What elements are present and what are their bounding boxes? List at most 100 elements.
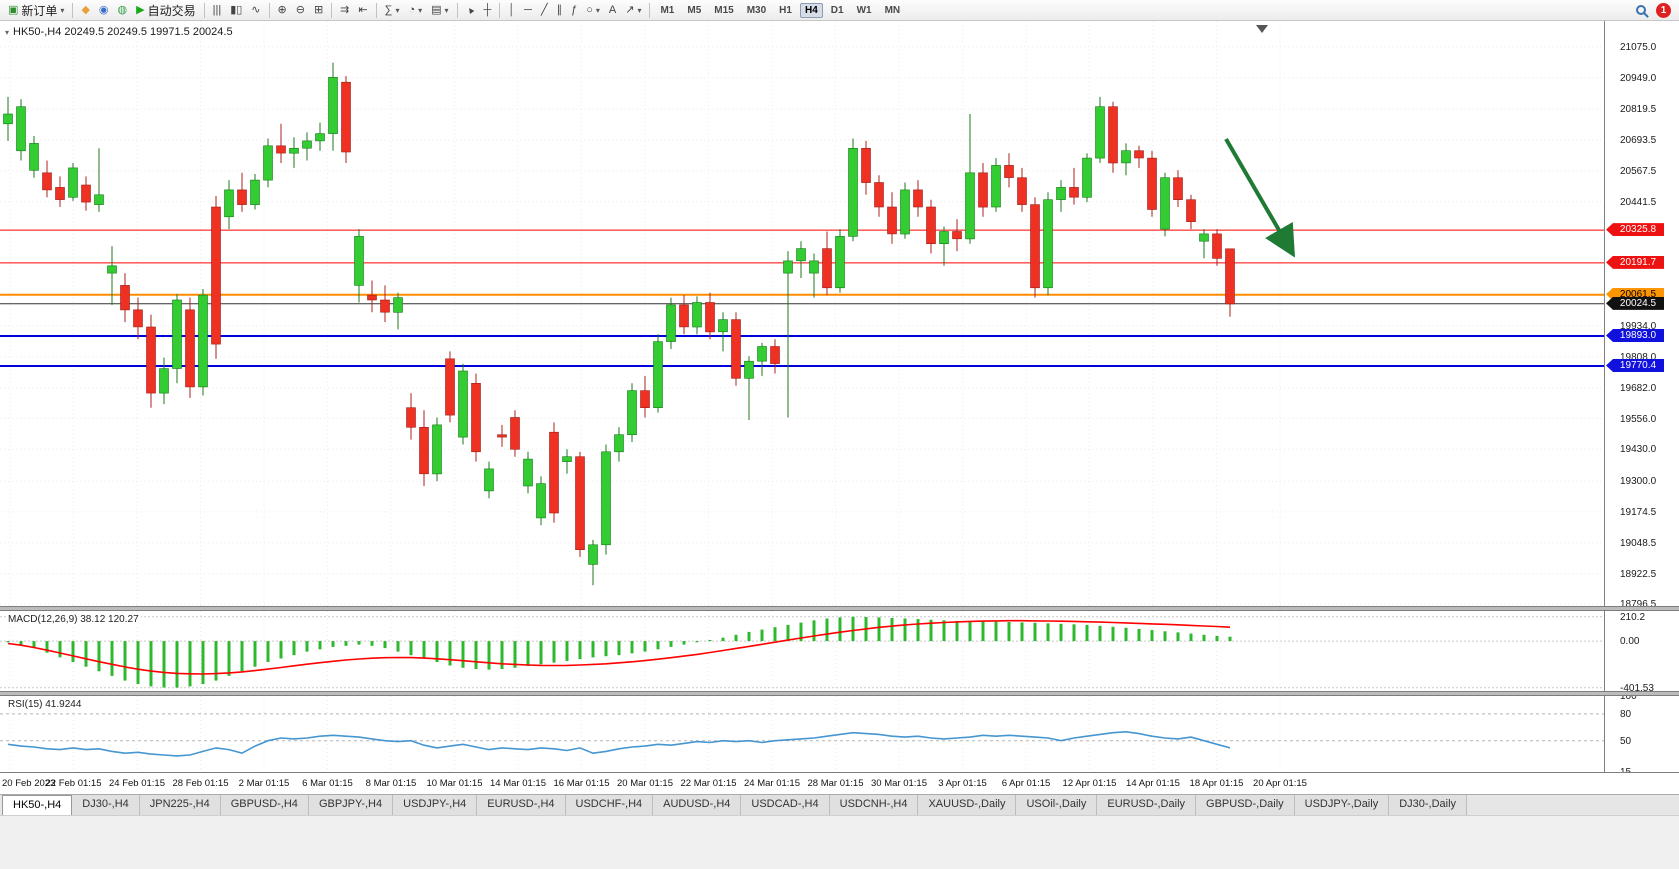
chart-tab[interactable]: EURUSD-,Daily (1097, 795, 1197, 815)
community-icon[interactable]: ◉ (95, 1, 113, 19)
periods-icon[interactable]: ◔ ▾ (404, 1, 426, 19)
chart-tab[interactable]: JPN225-,H4 (139, 795, 221, 815)
chart-tab[interactable]: USDCAD-,H4 (741, 795, 830, 815)
panel-splitter[interactable] (0, 691, 1679, 696)
templates-icon[interactable]: ▤ ▾ (427, 1, 452, 19)
chart-tab[interactable]: GBPUSD-,Daily (1196, 795, 1295, 815)
price-tick-label: 20441.5 (1620, 196, 1657, 208)
chart-tab[interactable]: USDJPY-,Daily (1294, 795, 1390, 815)
price-axis[interactable]: 21075.0 20949.0 20819.5 20693.5 20567.5 20441… (1604, 21, 1679, 778)
oneclick-trading-arrow-icon[interactable]: ▾ (5, 27, 10, 37)
chart-shift-icon: ⇤ (358, 4, 368, 16)
timeframe-button-m15[interactable]: M15 (714, 4, 734, 16)
bar-chart-icon: ||| (212, 4, 222, 16)
line-chart-icon: ∿ (251, 4, 261, 16)
time-axis-label: 10 Mar 01:15 (426, 778, 483, 789)
time-axis[interactable]: 20 Feb 2023 22 Feb 01:15 24 Feb 01:15 28 Fe… (0, 772, 1679, 794)
candlestick-chart-icon: ▮▯ (230, 4, 243, 16)
zoom-out-icon: ⊖ (295, 4, 305, 16)
chart-tab[interactable]: XAUUSD-,Daily (918, 795, 1017, 815)
time-axis-label: 24 Mar 01:15 (744, 778, 800, 789)
panel-splitter[interactable] (0, 606, 1679, 611)
timeframe-button-h1[interactable]: H1 (779, 4, 792, 16)
vertical-line-icon[interactable]: │ (504, 1, 519, 19)
toolbar: ▣ 新订单 ▾ ◆ ◉ ◍ ▶ 自动交易 ||| ▮▯ ∿ ⊕ ⊖ ⊞ ⇉ ⇤ ∑ ▾ ◔ ▾ ▤ ▾ ▲ ┼ │ ─ ╱ ∥ ƒ ○ ▾ A… (0, 0, 1679, 21)
timeframe-button-mn[interactable]: MN (884, 4, 901, 16)
timeframe-button-w1[interactable]: W1 (856, 4, 872, 16)
trendline-icon[interactable]: ╱ (537, 1, 552, 19)
time-axis-label: 30 Mar 01:15 (871, 778, 927, 789)
new-order-button[interactable]: ▣ 新订单 ▾ (4, 1, 68, 19)
chart-shift-icon[interactable]: ⇤ (354, 1, 371, 19)
toolbar-separator (456, 2, 458, 18)
macd-panel[interactable] (0, 611, 1604, 691)
chart-tab[interactable]: USDJPY-,H4 (393, 795, 478, 815)
channel-icon: ∥ (556, 4, 563, 16)
shapes-icon: ○ (586, 4, 593, 16)
support-icon[interactable]: ◍ (114, 1, 132, 19)
chevron-down-icon: ▾ (418, 5, 423, 15)
chart-tab[interactable]: HK50-,H4 (2, 795, 73, 815)
time-axis-label: 12 Apr 01:15 (1062, 778, 1117, 789)
chart-canvas[interactable] (0, 21, 1604, 606)
autotrading-button[interactable]: ▶ 自动交易 (132, 1, 199, 19)
timeframe-button-d1[interactable]: D1 (830, 4, 844, 16)
line-chart-icon[interactable]: ∿ (247, 1, 264, 19)
crosshair-icon[interactable]: ┼ (479, 1, 495, 19)
timeframe-button-h4[interactable]: H4 (799, 2, 823, 18)
toolbar-separator (375, 2, 377, 18)
horizontal-line-icon: ─ (524, 4, 532, 16)
search-icon[interactable] (1636, 5, 1646, 15)
shapes-icon[interactable]: ○ ▾ (582, 1, 604, 19)
notification-badge[interactable]: 1 (1656, 2, 1671, 18)
timeframe-button-m30[interactable]: M30 (746, 4, 767, 16)
price-level-tag: 20191.7 (1606, 255, 1664, 269)
cursor-icon[interactable]: ▲ (462, 1, 479, 19)
bar-chart-icon[interactable]: ||| (209, 1, 226, 19)
indicators-icon[interactable]: ∑ ▾ (381, 1, 404, 19)
candlestick-chart-icon[interactable]: ▮▯ (226, 1, 246, 19)
macd-indicator-label: MACD(12,26,9) 38.12 120.27 (6, 614, 141, 625)
symbol-ohlc-label: ▾ HK50-,H4 20249.5 20249.5 19971.5 20024… (5, 26, 233, 38)
arrows-icon[interactable]: ↗ ▾ (621, 1, 645, 19)
chart-shift-marker[interactable] (1256, 25, 1268, 33)
text-icon[interactable]: A (605, 1, 620, 19)
chart-tab[interactable]: USDCNH-,H4 (829, 795, 919, 815)
price-tick-label: 80 (1620, 708, 1632, 720)
chart-tab-bar: HK50-,H4 DJ30-,H4 JPN225-,H4 GBPUSD-,H4 GBPJ… (0, 794, 1679, 815)
price-tick-label: 18796.5 (1620, 599, 1657, 611)
price-tick-label: -401.53 (1620, 682, 1654, 694)
support-icon: ◍ (117, 4, 128, 16)
chevron-down-icon: ▾ (595, 5, 600, 15)
timeframe-button-m1[interactable]: M1 (660, 4, 675, 16)
arrow-annotation[interactable] (1224, 137, 1296, 258)
zoom-in-icon[interactable]: ⊕ (274, 1, 291, 19)
chevron-down-icon: ▾ (60, 5, 65, 15)
chart-tab[interactable]: GBPUSD-,H4 (220, 795, 309, 815)
price-level-tag: 19893.0 (1606, 329, 1664, 343)
auto-scroll-icon[interactable]: ⇉ (336, 1, 353, 19)
rsi-indicator-label: RSI(15) 41.9244 (6, 699, 84, 710)
rsi-panel[interactable] (0, 696, 1604, 772)
price-tick-label: 19174.5 (1620, 506, 1657, 518)
chart-tab[interactable]: USOil-,Daily (1016, 795, 1098, 815)
tile-windows-icon[interactable]: ⊞ (310, 1, 327, 19)
price-tick-label: 19682.0 (1620, 382, 1657, 394)
chart-tab[interactable]: GBPJPY-,H4 (308, 795, 394, 815)
fibonacci-icon[interactable]: ƒ (567, 1, 581, 19)
horizontal-line-icon[interactable]: ─ (520, 1, 536, 19)
chart-tab[interactable]: DJ30-,H4 (72, 795, 140, 815)
time-axis-label: 18 Apr 01:15 (1189, 778, 1244, 789)
price-tick-label: 21075.0 (1620, 41, 1657, 53)
toolbar-separator (203, 2, 205, 18)
chart-tab[interactable]: DJ30-,Daily (1389, 795, 1468, 815)
price-tick-label: 18922.5 (1620, 568, 1657, 580)
toolbar-separator (649, 2, 651, 18)
chart-tab[interactable]: EURUSD-,H4 (477, 795, 566, 815)
chart-tab[interactable]: AUDUSD-,H4 (653, 795, 742, 815)
mql5-icon[interactable]: ◆ (77, 1, 93, 19)
channel-icon[interactable]: ∥ (553, 1, 567, 19)
timeframe-button-m5[interactable]: M5 (687, 4, 702, 16)
chart-tab[interactable]: USDCHF-,H4 (565, 795, 654, 815)
zoom-out-icon[interactable]: ⊖ (292, 1, 309, 19)
